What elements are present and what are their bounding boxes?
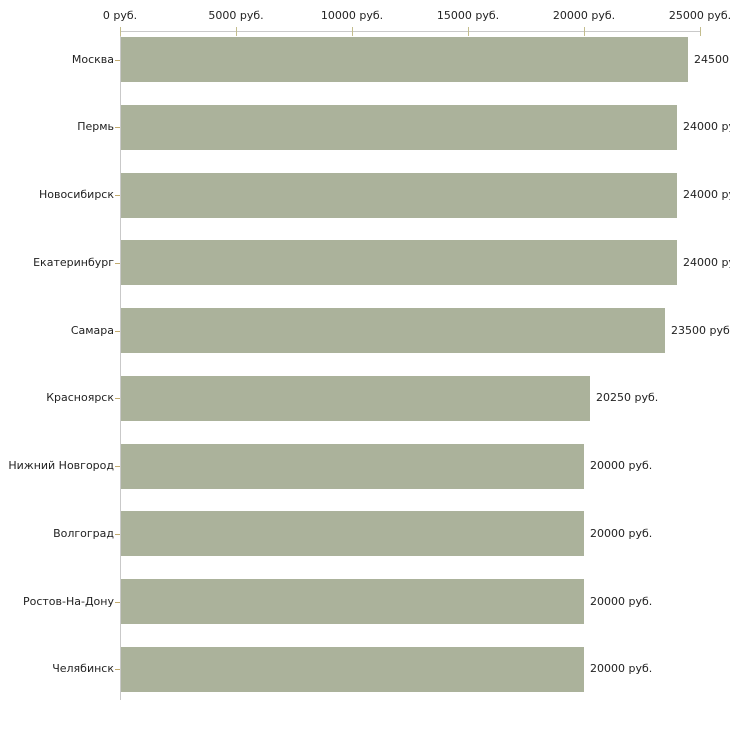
- category-label: Самара: [70, 324, 114, 337]
- category-label: Пермь: [77, 120, 114, 133]
- category-label: Новосибирск: [38, 188, 114, 201]
- x-axis-tick: [120, 27, 121, 36]
- bar: [121, 240, 677, 285]
- y-axis-tick: [115, 331, 120, 332]
- x-axis-line: [120, 31, 701, 32]
- x-axis-tick: [584, 27, 585, 36]
- bar: [121, 37, 688, 82]
- y-axis-tick: [115, 195, 120, 196]
- value-label: 24000 руб.: [683, 188, 730, 201]
- category-label: Екатеринбург: [33, 256, 114, 269]
- x-axis-tick-label: 20000 руб.: [552, 9, 616, 22]
- y-axis-tick: [115, 602, 120, 603]
- value-label: 20250 руб.: [596, 391, 659, 404]
- x-axis-tick-label: 25000 руб.: [668, 9, 730, 22]
- y-axis-tick: [115, 60, 120, 61]
- bar: [121, 173, 677, 218]
- value-label: 23500 руб.: [671, 324, 730, 337]
- x-axis-tick-label: 0 руб.: [102, 9, 138, 22]
- value-label: 24500 руб.: [694, 53, 730, 66]
- bar: [121, 579, 584, 624]
- x-axis-tick-label: 5000 руб.: [208, 9, 264, 22]
- value-label: 24000 руб.: [683, 120, 730, 133]
- x-axis-tick: [468, 27, 469, 36]
- category-label: Челябинск: [52, 662, 114, 675]
- y-axis-tick: [115, 669, 120, 670]
- x-axis-tick: [236, 27, 237, 36]
- value-label: 24000 руб.: [683, 256, 730, 269]
- y-axis-tick: [115, 127, 120, 128]
- category-label: Красноярск: [46, 391, 114, 404]
- value-label: 20000 руб.: [590, 459, 653, 472]
- value-label: 20000 руб.: [590, 595, 653, 608]
- x-axis-tick-label: 15000 руб.: [436, 9, 500, 22]
- x-axis-tick-label: 10000 руб.: [320, 9, 384, 22]
- y-axis-tick: [115, 466, 120, 467]
- bar: [121, 511, 584, 556]
- category-label: Москва: [71, 53, 114, 66]
- y-axis-tick: [115, 263, 120, 264]
- value-label: 20000 руб.: [590, 662, 653, 675]
- category-label: Нижний Новгород: [8, 459, 114, 472]
- bar: [121, 308, 665, 353]
- value-label: 20000 руб.: [590, 527, 653, 540]
- x-axis-tick: [700, 27, 701, 36]
- y-axis-tick: [115, 534, 120, 535]
- x-axis-tick: [352, 27, 353, 36]
- bar: [121, 376, 590, 421]
- y-axis-line: [120, 31, 121, 700]
- category-label: Ростов-На-Дону: [22, 595, 114, 608]
- category-label: Волгоград: [53, 527, 114, 540]
- y-axis-tick: [115, 398, 120, 399]
- bar: [121, 105, 677, 150]
- bar: [121, 647, 584, 692]
- bar: [121, 444, 584, 489]
